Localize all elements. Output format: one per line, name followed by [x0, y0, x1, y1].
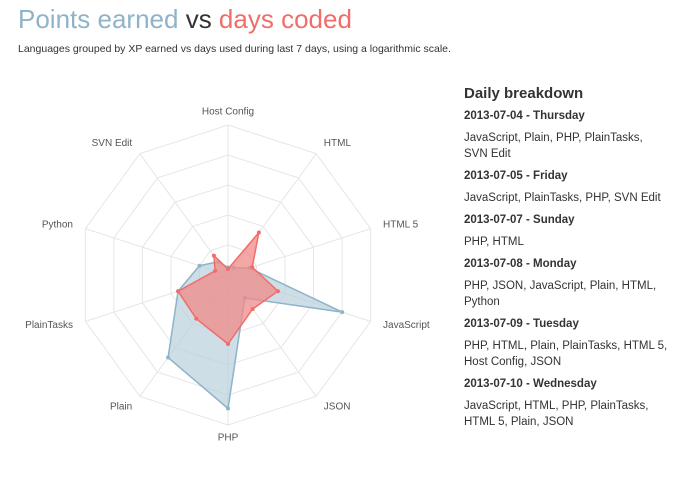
axis-label: PHP [218, 433, 239, 444]
data-point [340, 310, 345, 315]
axis-label: SVN Edit [92, 138, 133, 149]
day-heading: 2013-07-10 - Wednesday [464, 378, 597, 390]
day-heading: 2013-07-05 - Friday [464, 170, 568, 182]
title-connector: vs [185, 4, 212, 34]
day-heading: 2013-07-04 - Thursday [464, 110, 585, 122]
chart: Host Config HTML HTML 5 JavaScript JSON PHP Pl… [25, 107, 430, 444]
day-heading: 2013-07-08 - Monday [464, 258, 577, 270]
axis-label: Host Config [202, 107, 254, 118]
sidebar: Daily breakdown 2013-07-04 - Thursday Jav… [464, 86, 669, 436]
title-series-a: Points earned [18, 4, 179, 34]
axis-label: HTML 5 [383, 219, 419, 230]
sidebar-title: Daily breakdown [464, 85, 584, 102]
chart-subtitle: Languages grouped by XP earned vs days u… [18, 43, 451, 55]
data-point [250, 265, 255, 270]
data-point [213, 268, 218, 273]
day-languages: PHP, JSON, JavaScript, Plain, HTML, Pyth… [464, 280, 657, 308]
axis-label: Python [42, 219, 73, 230]
data-point [197, 263, 202, 268]
data-point [211, 253, 216, 258]
day-languages: PHP, HTML, Plain, PlainTasks, HTML 5, Ho… [464, 340, 668, 368]
day-heading: 2013-07-09 - Tuesday [464, 318, 579, 330]
axis-label: PlainTasks [25, 320, 73, 331]
title-series-b: days coded [218, 4, 352, 34]
day-languages: JavaScript, PlainTasks, PHP, SVN Edit [464, 192, 661, 204]
day-languages: JavaScript, HTML, PHP, PlainTasks, HTML … [464, 400, 649, 428]
data-point [256, 230, 261, 235]
axis-label: JSON [324, 402, 351, 413]
chart-title: Points earned vs days coded [18, 4, 352, 35]
data-point [166, 355, 171, 360]
data-point [275, 289, 280, 294]
day-heading: 2013-07-07 - Sunday [464, 214, 575, 226]
data-point [176, 289, 181, 294]
day-languages: JavaScript, Plain, PHP, PlainTasks, SVN … [464, 132, 643, 160]
axis-label: Plain [110, 402, 132, 413]
data-point [250, 306, 255, 311]
data-point [226, 342, 230, 346]
axis-label: HTML [324, 138, 352, 149]
axis-label: JavaScript [383, 320, 430, 331]
data-point [194, 316, 199, 321]
day-languages: PHP, HTML [464, 236, 524, 248]
data-point [226, 267, 230, 271]
data-point [226, 406, 230, 411]
